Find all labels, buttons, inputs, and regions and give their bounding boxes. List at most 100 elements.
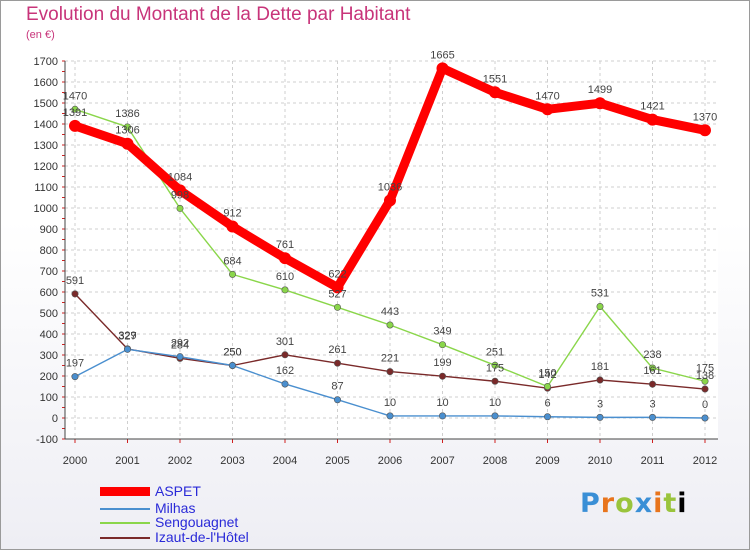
data-point-1 xyxy=(438,412,446,420)
y-tick-label: 400 xyxy=(40,329,58,341)
data-point-3 xyxy=(701,385,709,393)
data-label-0: 1421 xyxy=(640,101,664,113)
x-tick-label: 2005 xyxy=(325,455,349,467)
legend-item-aspet: ASPET xyxy=(100,483,320,500)
data-label-0: 1665 xyxy=(430,49,454,61)
y-tick-label: 1200 xyxy=(34,161,58,173)
data-point-3 xyxy=(438,372,446,380)
data-label-1: 327 xyxy=(118,330,136,342)
data-point-0 xyxy=(121,137,134,150)
data-label-1: 6 xyxy=(544,398,550,410)
data-label-2: 1386 xyxy=(115,108,139,120)
legend-swatch-izaut xyxy=(100,537,150,539)
unit-label: (en €) xyxy=(26,29,55,41)
data-point-1 xyxy=(281,380,289,388)
data-point-3 xyxy=(386,368,394,376)
data-label-3: 591 xyxy=(66,275,84,287)
data-point-2 xyxy=(386,321,394,329)
data-point-2 xyxy=(229,270,237,278)
x-tick-label: 2003 xyxy=(220,455,244,467)
data-label-1: 10 xyxy=(384,397,396,409)
data-label-0: 1036 xyxy=(378,181,402,193)
x-tick-label: 2000 xyxy=(63,455,87,467)
proxiti-logo: Proxiti xyxy=(580,488,688,519)
data-point-1 xyxy=(333,396,341,404)
data-label-3: 138 xyxy=(696,370,714,382)
data-point-0 xyxy=(646,113,659,126)
legend-item-izaut: Izaut-de-l'Hôtel xyxy=(100,529,320,546)
legend-label-milhas: Milhas xyxy=(155,500,196,516)
data-point-1 xyxy=(229,361,237,369)
y-tick-label: 1500 xyxy=(34,98,58,110)
x-tick-label: 2008 xyxy=(483,455,507,467)
data-point-1 xyxy=(124,345,132,353)
data-point-1 xyxy=(543,413,551,421)
data-label-3: 301 xyxy=(276,336,294,348)
data-label-1: 162 xyxy=(276,365,294,377)
data-point-3 xyxy=(648,380,656,388)
y-tick-label: 1100 xyxy=(34,182,58,194)
data-label-1: 10 xyxy=(489,397,501,409)
data-point-3 xyxy=(491,377,499,385)
legend-swatch-milhas xyxy=(100,508,150,510)
data-label-1: 197 xyxy=(66,358,84,370)
data-label-2: 527 xyxy=(328,288,346,300)
data-label-0: 622 xyxy=(328,268,346,280)
x-tick-label: 2001 xyxy=(115,455,139,467)
data-point-0 xyxy=(331,281,344,294)
legend-swatch-sengouagnet xyxy=(100,522,150,524)
data-point-0 xyxy=(384,194,396,207)
data-point-0 xyxy=(699,124,711,137)
y-tick-label: -100 xyxy=(36,434,58,446)
data-point-3 xyxy=(281,351,289,359)
data-label-3: 221 xyxy=(381,353,399,365)
data-label-0: 1306 xyxy=(115,125,139,137)
data-point-2 xyxy=(333,303,341,311)
y-tick-label: 300 xyxy=(40,350,58,362)
data-label-3: 250 xyxy=(223,347,241,359)
data-label-0: 1499 xyxy=(588,84,612,96)
y-tick-label: 800 xyxy=(40,245,58,257)
data-label-3: 284 xyxy=(171,339,189,351)
x-tick-label: 2002 xyxy=(168,455,192,467)
data-label-0: 912 xyxy=(223,207,241,219)
data-point-2 xyxy=(438,341,446,349)
data-label-1: 3 xyxy=(597,398,603,410)
data-point-3 xyxy=(333,359,341,367)
data-label-3: 181 xyxy=(591,361,609,373)
data-point-1 xyxy=(491,412,499,420)
legend-label-izaut: Izaut-de-l'Hôtel xyxy=(155,529,249,545)
data-label-2: 1470 xyxy=(63,90,87,102)
data-point-0 xyxy=(594,97,606,110)
data-label-0: 1551 xyxy=(483,73,507,85)
data-label-0: 1370 xyxy=(693,111,717,123)
y-tick-label: 1300 xyxy=(34,140,58,152)
data-label-1: 3 xyxy=(649,398,655,410)
data-label-2: 349 xyxy=(433,326,451,338)
data-point-0 xyxy=(69,119,81,132)
data-label-2: 610 xyxy=(276,271,294,283)
x-tick-label: 2004 xyxy=(273,455,297,467)
data-point-2 xyxy=(491,361,499,369)
data-point-2 xyxy=(648,364,656,372)
data-label-1: 10 xyxy=(436,397,448,409)
y-tick-label: 0 xyxy=(52,413,58,425)
y-tick-label: 200 xyxy=(40,371,58,383)
x-tick-label: 2007 xyxy=(430,455,454,467)
x-tick-label: 2009 xyxy=(535,455,559,467)
data-label-0: 1084 xyxy=(168,171,192,183)
data-point-1 xyxy=(386,412,394,420)
data-label-2: 238 xyxy=(643,349,661,361)
data-point-0 xyxy=(489,86,501,99)
x-tick-label: 2011 xyxy=(641,455,665,467)
data-point-0 xyxy=(541,103,554,116)
x-tick-label: 2010 xyxy=(588,455,612,467)
y-tick-label: 700 xyxy=(40,266,58,278)
data-point-2 xyxy=(701,377,709,385)
data-point-1 xyxy=(596,413,604,421)
data-point-3 xyxy=(71,290,79,298)
data-label-1: 87 xyxy=(331,381,343,393)
data-label-3: 261 xyxy=(328,344,346,356)
data-point-0 xyxy=(174,184,186,197)
y-tick-label: 500 xyxy=(40,308,58,320)
